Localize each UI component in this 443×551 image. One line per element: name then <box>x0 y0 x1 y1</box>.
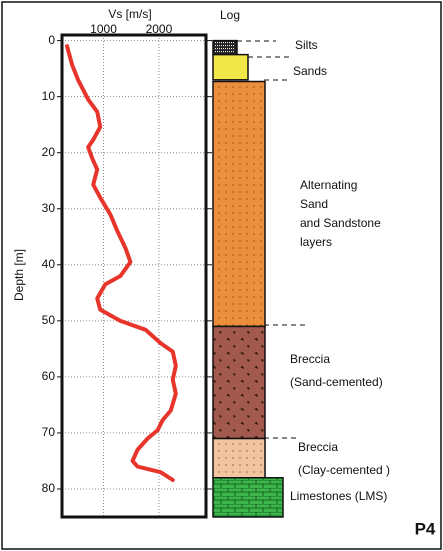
layer-label: Silts <box>295 38 318 52</box>
layer-label: Sand <box>300 197 328 211</box>
log-title: Log <box>220 8 240 22</box>
y-tick-label: 0 <box>48 33 55 47</box>
panel-label: P4 <box>415 519 436 538</box>
layer-label: (Sand-cemented) <box>290 375 383 389</box>
plot-frame <box>60 33 208 519</box>
layer-label: Breccia <box>298 440 338 454</box>
x-axis-title: Vs [m/s] <box>108 7 151 21</box>
layer-label: Alternating <box>300 178 357 192</box>
layer-label: and Sandstone <box>300 216 381 230</box>
x-tick-label: 1000 <box>90 22 117 36</box>
log-layer <box>212 53 249 81</box>
layer-label: Sands <box>293 64 327 78</box>
x-tick-label: 2000 <box>146 22 173 36</box>
y-tick-label: 80 <box>42 481 56 495</box>
layer-label: (Clay-cemented ) <box>298 463 390 477</box>
y-tick-label: 50 <box>42 313 56 327</box>
y-tick-label: 10 <box>42 89 56 103</box>
y-tick-label: 40 <box>42 257 56 271</box>
y-tick-label: 60 <box>42 369 56 383</box>
y-tick-label: 30 <box>42 201 56 215</box>
y-tick-label: 20 <box>42 145 56 159</box>
layer-label: layers <box>300 235 332 249</box>
layer-label: Breccia <box>290 352 330 366</box>
log-texture <box>213 81 265 327</box>
vs-line <box>65 44 178 483</box>
log-texture <box>213 326 265 439</box>
log-texture <box>213 438 265 478</box>
log-texture <box>213 477 283 517</box>
layer-label: Limestones (LMS) <box>290 489 387 503</box>
y-tick-label: 70 <box>42 425 56 439</box>
y-axis-title: Depth [m] <box>12 249 26 301</box>
